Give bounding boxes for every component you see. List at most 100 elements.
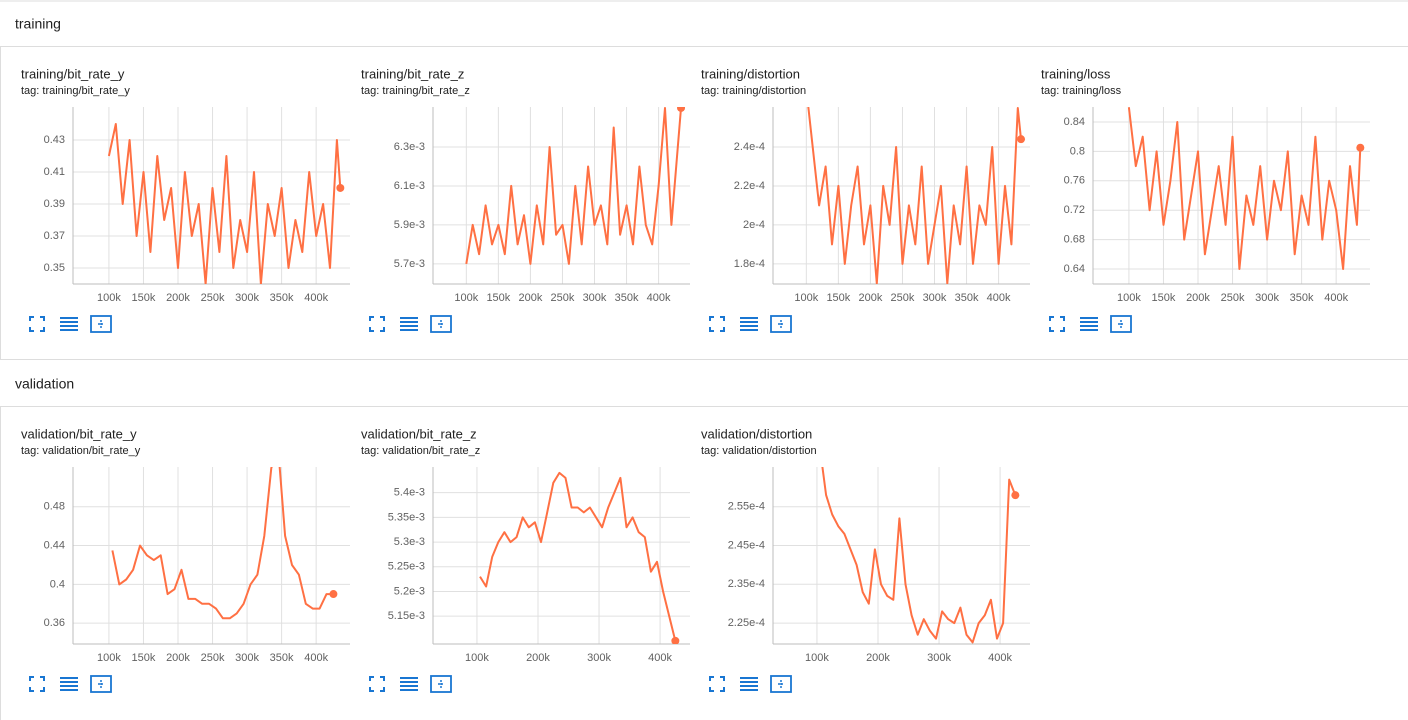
fullscreen-icon[interactable] [369,316,385,332]
x-tick-label: 350k [955,292,979,304]
x-tick-label: 400k [647,292,671,304]
list-icon-line[interactable] [1080,321,1098,323]
last-point [336,183,345,192]
list-icon-line[interactable] [1080,317,1098,319]
fit-icon-frame[interactable] [770,675,792,693]
fullscreen-icon[interactable] [369,676,385,692]
chart-panel: training/bit_rate_z tag: training/bit_rat… [361,66,690,333]
y-tick-label: 0.43 [44,134,65,146]
fit-icon-frame[interactable] [430,315,452,333]
fit-icon-arrows[interactable] [778,320,784,328]
fit-icon-frame[interactable] [90,675,112,693]
list-icon-line[interactable] [60,329,78,331]
y-tick-label: 6.3e-3 [394,141,425,153]
data-table-button[interactable] [60,317,78,331]
list-icon-line[interactable] [740,689,758,691]
fit-domain-button[interactable] [1110,315,1132,333]
list-icon-line[interactable] [60,689,78,691]
data-table-button[interactable] [740,677,758,691]
fit-domain-button[interactable] [770,315,792,333]
fit-domain-button[interactable] [90,675,112,693]
y-tick-label: 0.84 [1064,116,1085,128]
data-table-button[interactable] [60,677,78,691]
list-icon-line[interactable] [1080,329,1098,331]
chart-title: training/loss [1041,66,1111,81]
x-tick-label: 350k [1290,292,1314,304]
fit-domain-button[interactable] [770,675,792,693]
fit-icon-arrows[interactable] [438,320,444,328]
list-icon-line[interactable] [400,317,418,319]
list-icon-line[interactable] [60,317,78,319]
y-tick-label: 0.76 [1064,175,1085,187]
list-icon-line[interactable] [60,681,78,683]
fullscreen-button[interactable] [709,316,725,332]
list-icon-line[interactable] [60,685,78,687]
list-icon-line[interactable] [400,325,418,327]
fullscreen-button[interactable] [369,316,385,332]
fit-icon-frame[interactable] [430,675,452,693]
series-line [821,467,1017,644]
fullscreen-button[interactable] [369,676,385,692]
fit-domain-button[interactable] [90,315,112,333]
list-icon-line[interactable] [740,677,758,679]
fullscreen-button[interactable] [29,316,45,332]
list-icon-line[interactable] [400,689,418,691]
fit-icon-frame[interactable] [770,315,792,333]
fit-icon-arrows[interactable] [438,680,444,688]
plot-area [807,107,1026,284]
data-table-button[interactable] [400,677,418,691]
data-table-button[interactable] [740,317,758,331]
section-title[interactable]: validation [15,376,74,392]
list-icon-line[interactable] [740,321,758,323]
y-tick-label: 0.39 [44,198,65,210]
chart-panel: training/loss tag: training/loss 0.64 0.68 0… [1041,66,1370,333]
fit-domain-button[interactable] [430,315,452,333]
list-icon-line[interactable] [400,685,418,687]
fullscreen-icon[interactable] [29,676,45,692]
y-tick-label: 0.8 [1070,145,1085,157]
list-icon-line[interactable] [1080,325,1098,327]
fit-icon-arrows[interactable] [98,320,104,328]
fit-icon-frame[interactable] [90,315,112,333]
data-table-button[interactable] [1080,317,1098,331]
data-table-button[interactable] [400,317,418,331]
section-title[interactable]: training [15,16,61,32]
fullscreen-icon[interactable] [709,676,725,692]
list-icon-line[interactable] [60,325,78,327]
list-icon-line[interactable] [400,321,418,323]
last-point [1017,135,1026,144]
fullscreen-icon[interactable] [1049,316,1065,332]
y-tick-label: 2.25e-4 [728,617,765,629]
fullscreen-icon[interactable] [709,316,725,332]
chart-panel: validation/bit_rate_z tag: validation/bit… [361,426,690,693]
y-tick-label: 5.7e-3 [394,258,425,270]
x-tick-label: 400k [304,292,328,304]
x-tick-label: 350k [615,292,639,304]
fullscreen-button[interactable] [29,676,45,692]
list-icon-line[interactable] [740,685,758,687]
fullscreen-icon[interactable] [29,316,45,332]
list-icon-line[interactable] [740,325,758,327]
list-icon-line[interactable] [740,317,758,319]
list-icon-line[interactable] [740,329,758,331]
fit-icon-arrows[interactable] [98,680,104,688]
list-icon-line[interactable] [740,681,758,683]
chart-tag: tag: validation/bit_rate_y [21,445,141,457]
x-tick-label: 300k [923,292,947,304]
y-tick-label: 2.35e-4 [728,578,765,590]
x-tick-label: 300k [927,652,951,664]
list-icon-line[interactable] [400,329,418,331]
fullscreen-button[interactable] [709,676,725,692]
list-icon-line[interactable] [60,677,78,679]
fit-icon-arrows[interactable] [1118,320,1124,328]
fit-icon-arrows[interactable] [778,680,784,688]
list-icon-line[interactable] [400,681,418,683]
chart-tag: tag: training/loss [1041,85,1122,97]
fullscreen-button[interactable] [1049,316,1065,332]
y-tick-label: 0.36 [44,617,65,629]
list-icon-line[interactable] [60,321,78,323]
fit-domain-button[interactable] [430,675,452,693]
list-icon-line[interactable] [400,677,418,679]
fit-icon-frame[interactable] [1110,315,1132,333]
x-tick-label: 300k [1255,292,1279,304]
